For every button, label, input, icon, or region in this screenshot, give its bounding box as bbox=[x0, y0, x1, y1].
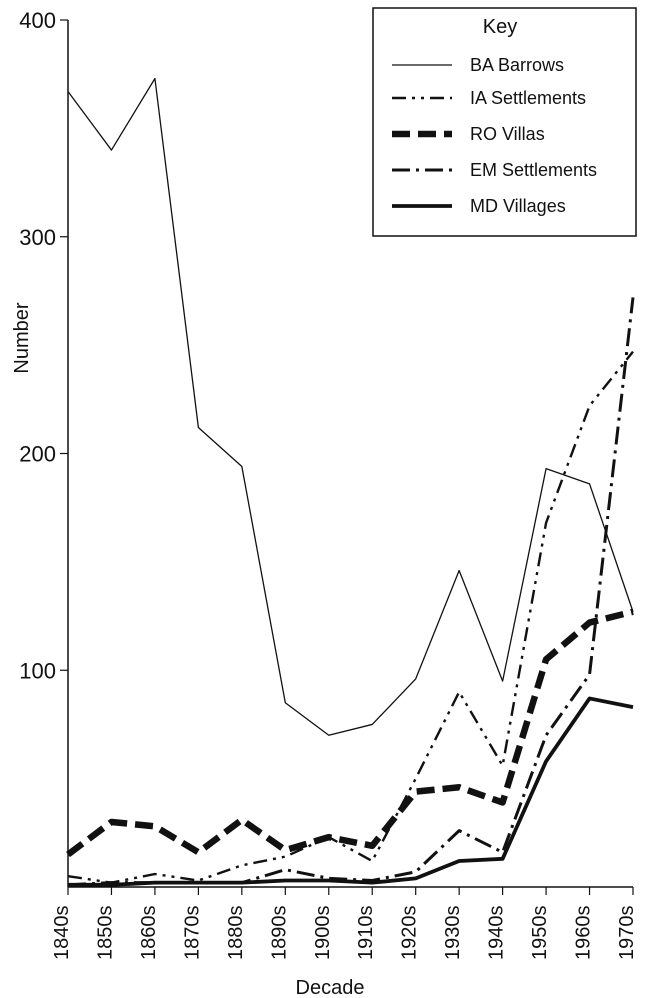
series-line bbox=[67, 77, 634, 736]
series-layer bbox=[66, 77, 635, 887]
legend-label: RO Villas bbox=[470, 124, 545, 144]
x-tick-label: 1940s bbox=[486, 906, 508, 961]
x-tick-label: 1960s bbox=[573, 906, 595, 961]
x-tick-label: 1870s bbox=[181, 906, 203, 961]
y-tick-label: 100 bbox=[19, 658, 56, 683]
x-tick-label: 1890s bbox=[268, 906, 290, 961]
legend-label: IA Settlements bbox=[470, 88, 586, 108]
series-line bbox=[66, 608, 634, 858]
x-tick-label: 1860s bbox=[138, 906, 160, 961]
legend-label: EM Settlements bbox=[470, 160, 597, 180]
x-axis-title: Decade bbox=[296, 977, 365, 998]
legend-title: Key bbox=[483, 16, 517, 38]
y-axis-title: Number bbox=[11, 302, 33, 373]
legend-box bbox=[372, 7, 637, 237]
x-tick-label: 1970s bbox=[616, 906, 638, 961]
y-tick-label: 400 bbox=[19, 8, 56, 33]
x-tick-label: 1840s bbox=[51, 906, 73, 961]
x-tick-label: 1880s bbox=[225, 906, 247, 961]
series-line bbox=[67, 350, 634, 884]
x-tick-label: 1850s bbox=[94, 906, 116, 961]
x-tick-label: 1930s bbox=[442, 906, 464, 961]
x-tick-label: 1910s bbox=[355, 906, 377, 961]
legend-label: MD Villages bbox=[470, 196, 566, 216]
axes: 100 200 300 400 1840s 1850s 1860s 1870s 1880s 189… bbox=[19, 8, 638, 960]
series-line bbox=[67, 297, 635, 887]
legend-label: BA Barrows bbox=[470, 55, 564, 75]
x-tick-label: 1920s bbox=[399, 906, 421, 961]
y-tick-label: 200 bbox=[19, 442, 56, 467]
series-line bbox=[68, 696, 634, 887]
x-tick-label: 1950s bbox=[529, 906, 551, 961]
y-tick-label: 300 bbox=[19, 225, 56, 250]
x-tick-label: 1900s bbox=[312, 906, 334, 961]
legend: Key BA Barrows IA Settlements RO Villas EM S… bbox=[372, 7, 637, 237]
